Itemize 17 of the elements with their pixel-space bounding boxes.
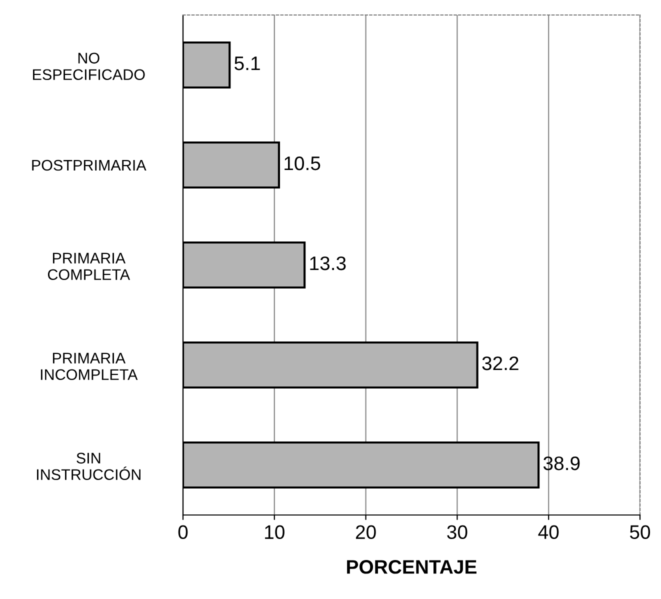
data-label: 10.5	[284, 156, 320, 170]
y-tick-label: POSTPRIMARIA	[32, 160, 146, 171]
x-tick-label: 30	[447, 525, 468, 540]
x-tick-label: 10	[265, 525, 284, 540]
y-tick-label: SIN INSTRUCCIÓN	[37, 452, 140, 480]
data-label: 13.3	[310, 256, 346, 270]
x-axis-title: PORCENTAJE	[347, 560, 476, 574]
data-label: 38.9	[543, 456, 580, 470]
x-tick-label: 50	[630, 525, 650, 540]
data-label: 32.2	[482, 356, 518, 370]
y-tick-label: PRIMARIA COMPLETA	[48, 252, 130, 280]
x-tick-label: 20	[356, 525, 376, 540]
y-tick-label: PRIMARIA INCOMPLETA	[40, 352, 138, 380]
y-tick-label: NO ESPECIFICADO	[33, 52, 145, 80]
data-label: 5.1	[234, 56, 260, 70]
x-tick-label: 0	[178, 525, 188, 540]
x-tick-label: 40	[538, 525, 559, 540]
